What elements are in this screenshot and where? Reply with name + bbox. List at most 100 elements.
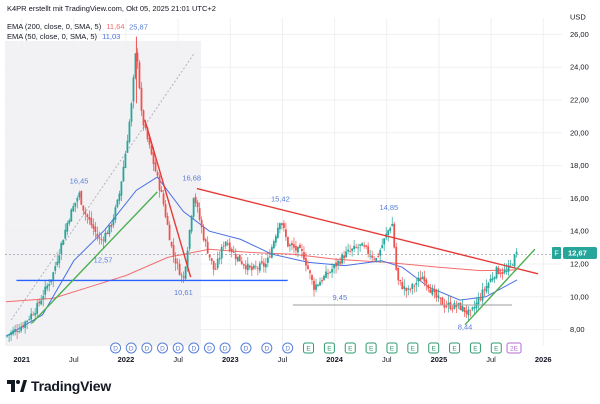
candle-body — [347, 249, 349, 252]
candle-body — [445, 306, 448, 307]
event-marker-label: E — [411, 346, 416, 353]
earnings-marker — [449, 342, 461, 354]
candle-body — [136, 52, 139, 62]
candle-body — [278, 223, 281, 230]
candle-body — [12, 330, 15, 334]
candle-body — [262, 262, 265, 267]
candle-body — [36, 303, 39, 314]
candle-body — [116, 199, 119, 208]
candle-body — [272, 241, 275, 249]
candle-body — [289, 244, 291, 246]
candle-body — [335, 262, 337, 267]
candle-body — [507, 265, 510, 272]
ema50-legend[interactable]: EMA (50, close, 0, SMA, 5) 11,03 — [7, 32, 123, 41]
candle-body — [349, 250, 351, 252]
candle-body — [66, 222, 69, 232]
candle-body — [293, 244, 295, 248]
candle-body — [405, 288, 408, 291]
candle-body — [411, 283, 414, 289]
candle-body — [84, 211, 87, 214]
candle-body — [319, 281, 321, 286]
x-tick-label: 2023 — [222, 355, 239, 364]
y-tick-label: 12,00 — [570, 260, 589, 269]
candle-body — [295, 246, 297, 251]
candle-body — [172, 245, 175, 257]
candle-body — [48, 284, 51, 286]
candle-body — [198, 208, 201, 220]
x-tick-label: Jul — [486, 355, 496, 364]
ema200-label: EMA (200, close, 0, SMA, 5) — [7, 22, 102, 31]
candle-body — [182, 276, 185, 278]
candle-body — [367, 246, 370, 254]
y-tick-label: 14,00 — [570, 227, 589, 236]
candle-body — [377, 256, 380, 257]
event-marker-label: D — [113, 346, 118, 353]
candle-body — [236, 256, 239, 262]
candle-body — [369, 255, 372, 257]
candle-body — [379, 249, 382, 256]
candle-body — [325, 271, 327, 278]
dividend-marker — [282, 342, 294, 354]
candle-body — [138, 62, 141, 89]
y-tick-label: 26,00 — [570, 30, 589, 39]
candle-body — [164, 204, 167, 217]
earnings-marker — [428, 342, 440, 354]
candle-body — [254, 266, 257, 268]
candle-body — [10, 332, 12, 336]
candle-body — [60, 243, 63, 254]
candle-body — [305, 258, 307, 266]
candle-body — [184, 266, 187, 279]
candle-body — [389, 227, 392, 231]
candle-body — [515, 251, 518, 254]
earnings-marker — [365, 342, 377, 354]
annotation-label: 8,44 — [458, 323, 473, 332]
candle-body — [150, 145, 153, 155]
candle-body — [212, 260, 215, 270]
candle-body — [110, 224, 113, 227]
dividend-marker — [203, 342, 215, 354]
candle-body — [329, 272, 331, 273]
trend-line-6 — [464, 248, 536, 326]
candle-body — [8, 334, 10, 336]
candle-body — [483, 289, 486, 291]
ema200-legend[interactable]: EMA (200, close, 0, SMA, 5) 11,64 — [7, 22, 128, 31]
candle-body — [299, 244, 301, 249]
chart-caption: K4PR erstellt mit TradingView.com, Okt 0… — [7, 4, 219, 13]
tradingview-logo[interactable]: TradingView — [7, 378, 111, 394]
candle-body — [108, 225, 111, 235]
y-tick-label: 10,00 — [570, 292, 589, 301]
x-tick-label: Jul — [278, 355, 288, 364]
candle-body — [14, 329, 17, 332]
ema50-line — [5, 176, 518, 337]
candle-body — [463, 307, 466, 312]
candle-body — [244, 265, 247, 270]
candle-body — [339, 261, 341, 264]
candle-body — [439, 297, 442, 299]
candle-body — [285, 229, 287, 237]
earnings-marker — [407, 342, 419, 354]
candle-body — [260, 261, 263, 264]
x-tick-label: 2022 — [118, 355, 135, 364]
dividend-marker — [219, 342, 231, 354]
candle-body — [283, 223, 285, 228]
candle-body — [58, 255, 61, 264]
candle-body — [415, 282, 418, 285]
candle-body — [505, 270, 508, 272]
candle-body — [42, 296, 45, 300]
candle-body — [258, 263, 261, 271]
candle-body — [477, 298, 480, 305]
candle-body — [156, 172, 159, 176]
event-marker-label: E — [473, 346, 478, 353]
candle-body — [62, 239, 65, 245]
candle-body — [76, 198, 79, 202]
candle-body — [495, 266, 498, 279]
candle-body — [196, 202, 199, 208]
candle-body — [30, 313, 33, 320]
dividend-marker — [188, 342, 200, 354]
candle-body — [214, 268, 217, 270]
candle-body — [503, 270, 506, 273]
candle-body — [208, 254, 211, 258]
candle-body — [232, 251, 235, 253]
candle-body — [401, 282, 404, 289]
